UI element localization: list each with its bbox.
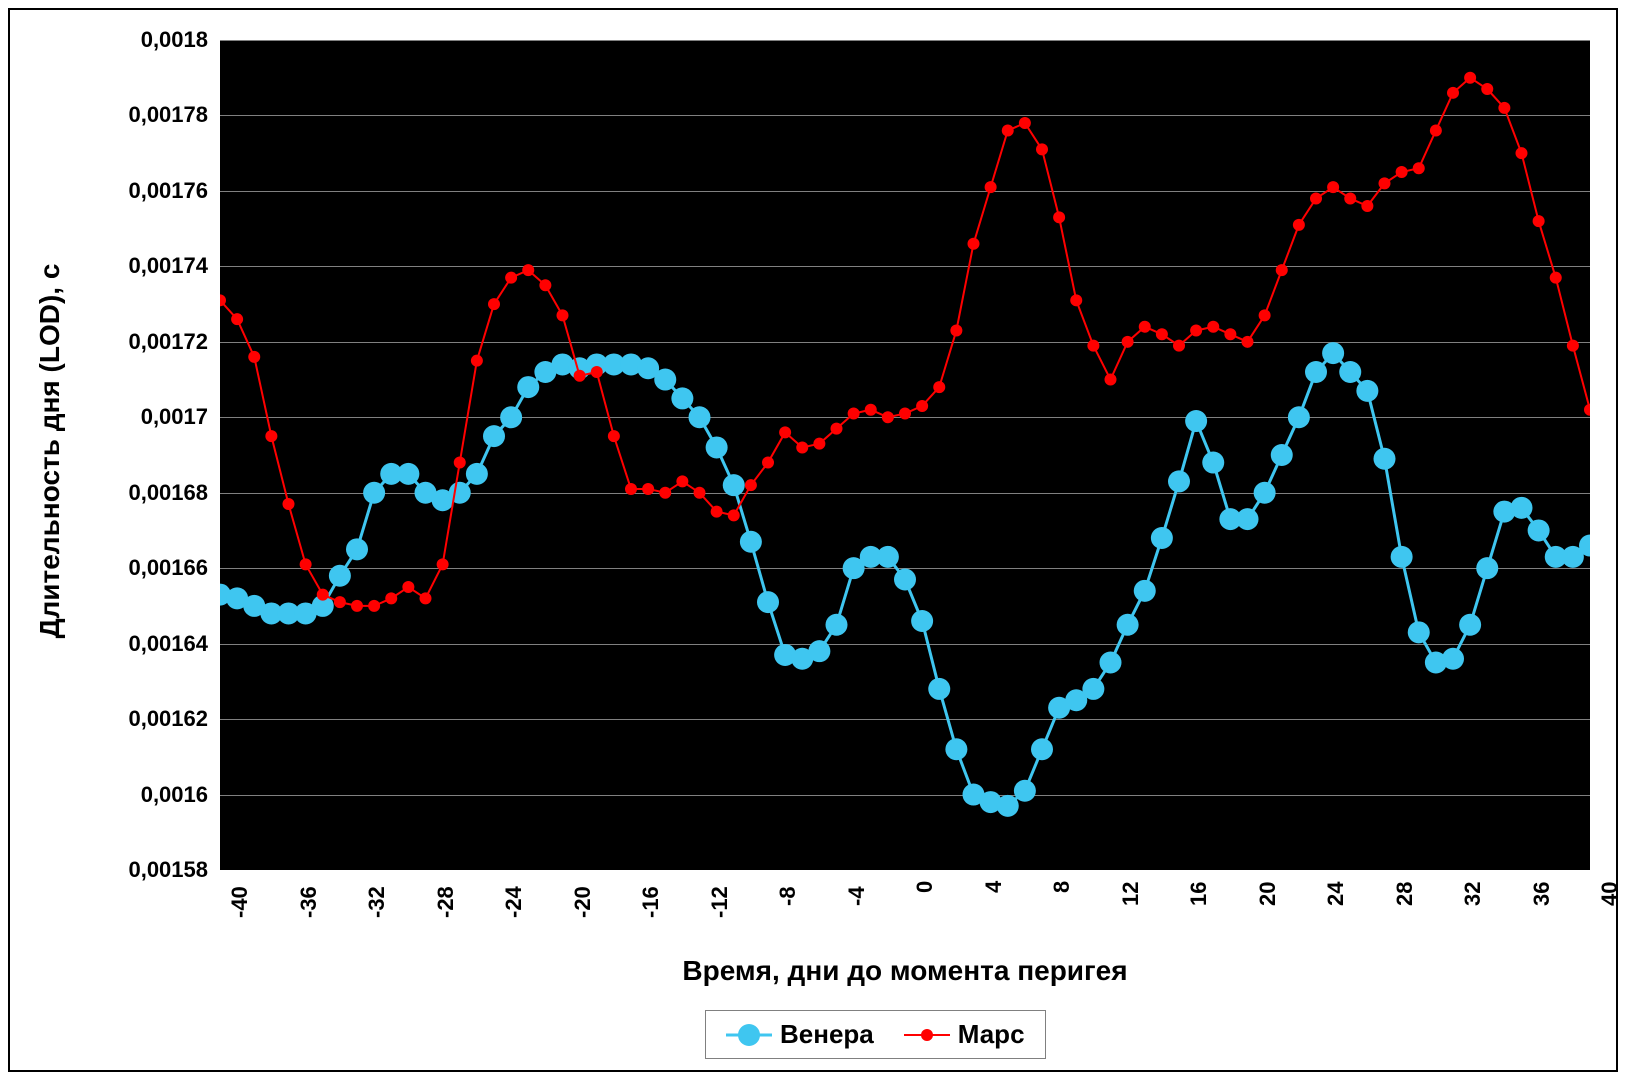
chart-frame: Длительность дня (LOD), с Время, дни до … — [8, 8, 1618, 1072]
series-Марс — [214, 72, 1596, 612]
series-layer — [10, 10, 1620, 1074]
